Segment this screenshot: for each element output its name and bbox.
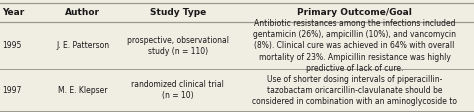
Text: randomized clinical trial
(n = 10): randomized clinical trial (n = 10) [131, 80, 224, 100]
Text: Use of shorter dosing intervals of piperacillin-
tazobactam oricarcillin-clavula: Use of shorter dosing intervals of piper… [252, 75, 457, 106]
Text: Study Type: Study Type [150, 8, 206, 17]
Text: 1997: 1997 [2, 86, 22, 95]
Text: J. E. Patterson: J. E. Patterson [56, 41, 109, 50]
Text: M. E. Klepser: M. E. Klepser [58, 86, 108, 95]
Text: Primary Outcome/Goal: Primary Outcome/Goal [297, 8, 412, 17]
Text: 1995: 1995 [2, 41, 22, 50]
Text: Author: Author [65, 8, 100, 17]
Text: Antibiotic resistances among the infections included
gentamicin (26%), ampicilli: Antibiotic resistances among the infecti… [253, 19, 456, 73]
Text: Year: Year [2, 8, 25, 17]
Text: prospective, observational
study (n = 110): prospective, observational study (n = 11… [127, 36, 229, 56]
